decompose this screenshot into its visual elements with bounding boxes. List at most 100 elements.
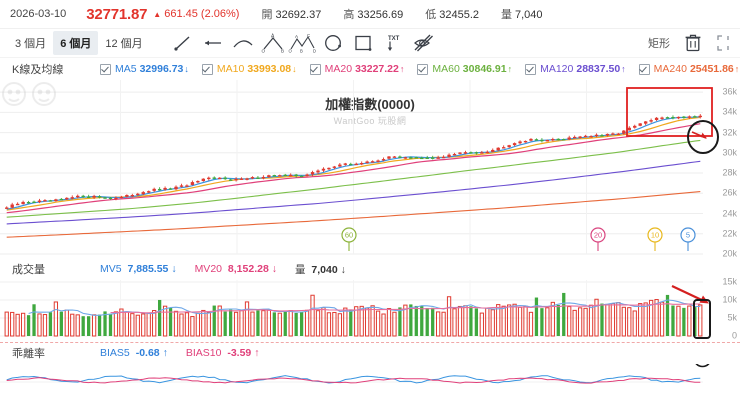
marker-pin-10[interactable]: 10	[647, 227, 663, 251]
period-6m[interactable]: 6 個月	[53, 31, 99, 55]
candlestick	[611, 133, 615, 135]
marker-pin-5[interactable]: 5	[680, 227, 696, 251]
trend-line-icon[interactable]	[168, 30, 198, 56]
volume-bar	[113, 311, 119, 337]
ma10-checkbox[interactable]	[201, 63, 213, 75]
volume-bar	[682, 307, 686, 336]
candlestick	[212, 177, 216, 179]
candlestick	[327, 167, 331, 170]
quote-low-value: 32455.2	[439, 9, 479, 21]
volume-bar	[75, 314, 80, 337]
volume-bar	[365, 307, 370, 337]
mv20-name: MV20	[194, 263, 222, 275]
volume-bar	[239, 310, 244, 337]
candlestick	[381, 159, 386, 161]
candlestick	[469, 152, 473, 154]
black-circle-annotation[interactable]	[687, 120, 719, 154]
volume-bar	[168, 307, 173, 336]
price-chart-svg[interactable]: 60 20 10 5	[0, 80, 740, 258]
ma20-name: MA20	[324, 63, 353, 75]
candlestick	[649, 120, 653, 122]
candlestick	[114, 197, 118, 200]
quote-volume-label: 量	[501, 9, 512, 21]
red-rectangle-annotation[interactable]	[626, 87, 713, 137]
period-3m[interactable]: 3 個月	[15, 38, 47, 50]
candlestick	[501, 147, 506, 149]
ma5-value: 32996.73	[139, 63, 184, 75]
candlestick	[643, 121, 648, 124]
volume-bar	[233, 311, 239, 337]
volume-axis-tick: 5k	[727, 312, 737, 323]
quote-high: 高 33256.69	[343, 6, 403, 22]
candlestick	[365, 161, 369, 164]
arc-line-icon[interactable]	[228, 30, 258, 56]
price-chart-pane[interactable]: 加權指數(0000) WantGoo 玩股網 60 20 10 5 36k 34k 32k…	[0, 80, 740, 258]
volume-chart-svg[interactable]	[0, 280, 740, 342]
circle-shape-icon[interactable]	[318, 30, 348, 56]
volume-bar	[469, 306, 473, 336]
ma10-name: MA10	[216, 63, 245, 75]
ma120-checkbox[interactable]	[525, 63, 537, 75]
hide-drawings-icon[interactable]	[408, 30, 438, 56]
ma-legend-ma120[interactable]: MA120 28837.50 ↑	[525, 63, 626, 75]
delete-drawings-icon[interactable]	[680, 31, 706, 55]
volume-bar	[4, 311, 9, 337]
candlestick	[556, 138, 560, 141]
text-annotation-icon[interactable]: TXT	[378, 30, 408, 56]
marker-pin-20[interactable]: 20	[590, 227, 606, 251]
candlestick	[676, 116, 681, 119]
ma-legend-ma20[interactable]: MA20 33227.22 ↑	[309, 63, 404, 75]
ma240-checkbox[interactable]	[638, 63, 650, 75]
horizontal-arrow-icon[interactable]	[198, 30, 228, 56]
bias10-legend[interactable]: BIAS10 -3.59 ↑	[186, 347, 260, 359]
volume-bar	[157, 299, 162, 336]
volume-bar	[375, 310, 381, 337]
candlestick	[485, 151, 489, 154]
period-12m[interactable]: 12 個月	[105, 38, 143, 50]
ma20-checkbox[interactable]	[309, 63, 321, 75]
ma-legend-ma60[interactable]: MA60 30846.91 ↑	[417, 63, 512, 75]
ma-legend-ma10[interactable]: MA10 33993.08 ↓	[201, 63, 297, 75]
candlestick	[518, 141, 522, 144]
candlestick	[409, 157, 413, 159]
volume-bar	[223, 311, 227, 336]
volume-bar	[64, 309, 69, 337]
ma10-value: 33993.08	[247, 63, 292, 75]
candlestick	[523, 140, 528, 143]
volume-bar	[698, 304, 703, 337]
candlestick	[392, 156, 397, 158]
volume-chart-pane[interactable]: 15k 10k 5k 0	[0, 277, 740, 342]
volume-bar	[550, 301, 555, 337]
bias-legend-title: 乖離率	[12, 348, 45, 360]
volume-bar	[370, 305, 375, 337]
volume-bar	[654, 299, 659, 337]
bias-chart-pane[interactable]	[0, 364, 740, 386]
marker-pin-60[interactable]: 60	[341, 227, 357, 251]
candlestick	[272, 175, 277, 177]
ma5-checkbox[interactable]	[100, 63, 111, 75]
ma-line-20	[6, 123, 701, 214]
candlestick	[37, 200, 42, 203]
mv20-legend[interactable]: MV20 8,152.28 ↓	[195, 263, 277, 275]
quote-high-label: 高	[343, 9, 355, 21]
rectangle-shape-icon[interactable]	[348, 30, 378, 56]
abo-pattern-icon[interactable]: A O B	[258, 30, 288, 56]
ma-legend-ma5[interactable]: MA5 32996.73 ↓	[100, 63, 189, 75]
abcd-pattern-icon[interactable]: A C O B D	[288, 30, 318, 56]
price-legend-row: K線及均線 MA5 32996.73 ↓ MA10 33993.08 ↓ MA2…	[0, 57, 740, 80]
volume-highlight-annotation[interactable]	[693, 299, 711, 339]
rect-mode-button[interactable]: 矩形	[648, 38, 670, 50]
volume-bar	[256, 310, 260, 336]
candlestick	[103, 197, 107, 199]
volume-bar	[506, 304, 512, 337]
candlestick	[185, 185, 189, 187]
ma60-checkbox[interactable]	[417, 63, 429, 75]
bias-chart-svg[interactable]	[0, 364, 740, 386]
ma-legend-ma240[interactable]: MA240 25451.86 ↑	[638, 63, 739, 75]
volume-bar	[463, 305, 468, 337]
candlestick	[239, 178, 244, 180]
expand-icon[interactable]	[710, 31, 736, 55]
bias5-legend[interactable]: BIAS5 -0.68 ↑	[100, 347, 168, 359]
candlestick	[261, 176, 266, 179]
mv5-legend[interactable]: MV5 7,885.55 ↓	[100, 263, 177, 275]
